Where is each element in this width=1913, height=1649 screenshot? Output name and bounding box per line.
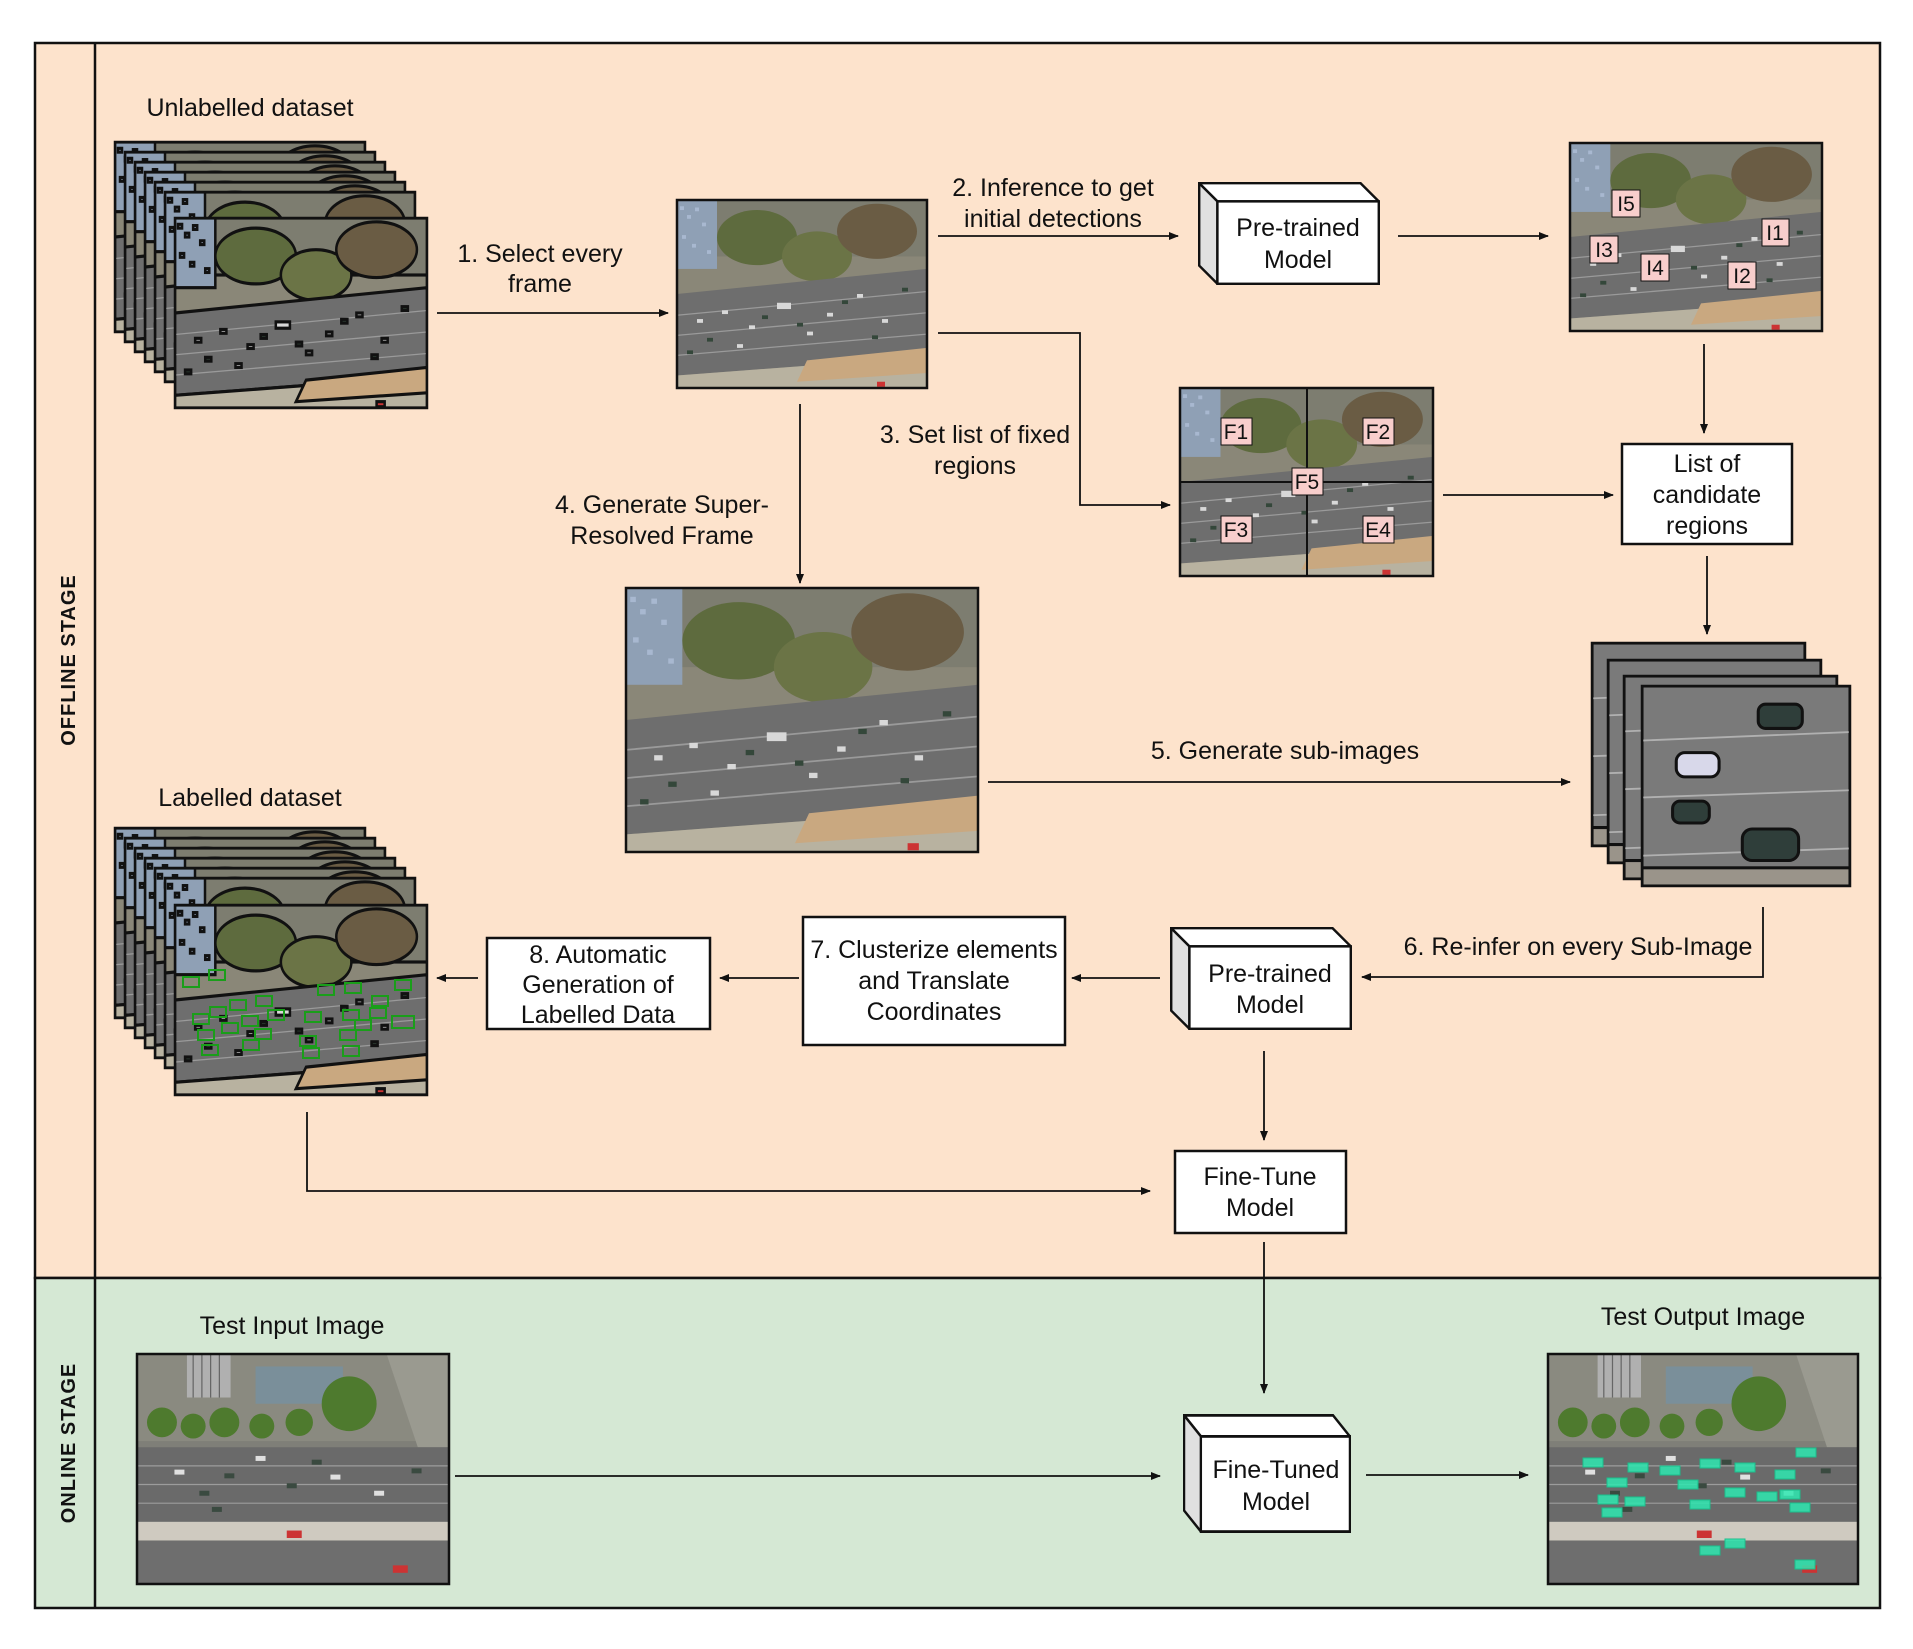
- unlabelled-frame-stack: [113, 140, 429, 410]
- finetune-model-box: Fine-Tune Model: [1173, 1149, 1348, 1235]
- step-2-label: 2. Inference to get initial detections: [952, 174, 1154, 233]
- unlabelled-dataset-label: Unlabelled dataset: [146, 94, 353, 122]
- step-6-label: 6. Re-infer on every Sub-Image: [1404, 933, 1753, 961]
- svg-text:I2: I2: [1733, 265, 1751, 288]
- fixed-tag-f1: F1: [1220, 417, 1253, 446]
- svg-text:F5: F5: [1295, 471, 1320, 494]
- step-5-label: 5. Generate sub-images: [1151, 737, 1419, 765]
- svg-text:I5: I5: [1617, 193, 1635, 216]
- selected-frame: [675, 198, 929, 390]
- fixed-tag-f5: F5: [1291, 467, 1324, 496]
- initial-tag-i3: I3: [1589, 235, 1619, 264]
- initial-tag-i5: I5: [1611, 189, 1641, 218]
- pretrained-model-box-2: Pre-trained Model: [1170, 927, 1352, 1030]
- test-input-image: [135, 1352, 451, 1586]
- fixed-regions-frame: F1 F2 F5 F3 E4: [1178, 386, 1435, 578]
- svg-text:F1: F1: [1224, 421, 1249, 444]
- test-output-label: Test Output Image: [1601, 1303, 1805, 1331]
- finetuned-model-box: Fine-Tuned Model: [1183, 1414, 1351, 1533]
- labelled-detection-boxes: [182, 969, 415, 1059]
- initial-tag-i1: I1: [1761, 218, 1790, 247]
- initial-detections-frame: I5 I1 I3 I4 I2: [1568, 141, 1824, 333]
- fixed-tag-f2: F2: [1362, 417, 1395, 446]
- output-detection-boxes: [1582, 1447, 1817, 1570]
- labelled-dataset-label: Labelled dataset: [158, 784, 342, 812]
- online-stage-label: ONLINE STAGE: [58, 1363, 80, 1524]
- offline-stage-label: OFFLINE STAGE: [58, 574, 80, 746]
- svg-text:I4: I4: [1646, 257, 1664, 280]
- svg-text:I1: I1: [1766, 222, 1784, 245]
- labelled-frame-stack: [113, 826, 429, 1097]
- test-output-image: [1546, 1352, 1860, 1586]
- svg-text:I3: I3: [1595, 239, 1613, 262]
- super-resolved-frame: [624, 586, 980, 854]
- step-4-label: 4. Generate Super-Resolved Frame: [555, 491, 769, 550]
- step-8-box: 8. Automatic Generation of Labelled Data: [485, 936, 712, 1031]
- step-1-label: 1. Select every frame: [457, 240, 623, 298]
- pretrained-model-box-1: Pre-trained Model: [1198, 182, 1380, 285]
- initial-tag-i2: I2: [1727, 261, 1757, 290]
- test-input-label: Test Input Image: [200, 1312, 385, 1340]
- initial-tag-i4: I4: [1640, 253, 1670, 282]
- step-7-box: 7. Clusterize elements and Translate Coord…: [801, 915, 1067, 1047]
- svg-text:E4: E4: [1365, 519, 1391, 542]
- svg-text:F3: F3: [1224, 519, 1249, 542]
- sub-images-stack: [1590, 641, 1852, 888]
- svg-text:F2: F2: [1366, 421, 1391, 444]
- fixed-tag-e4: E4: [1362, 515, 1395, 544]
- step-3-label: 3. Set list of fixed regions: [880, 421, 1070, 480]
- candidate-regions-box: List of candidate regions: [1620, 442, 1794, 546]
- fixed-tag-f3: F3: [1220, 515, 1253, 544]
